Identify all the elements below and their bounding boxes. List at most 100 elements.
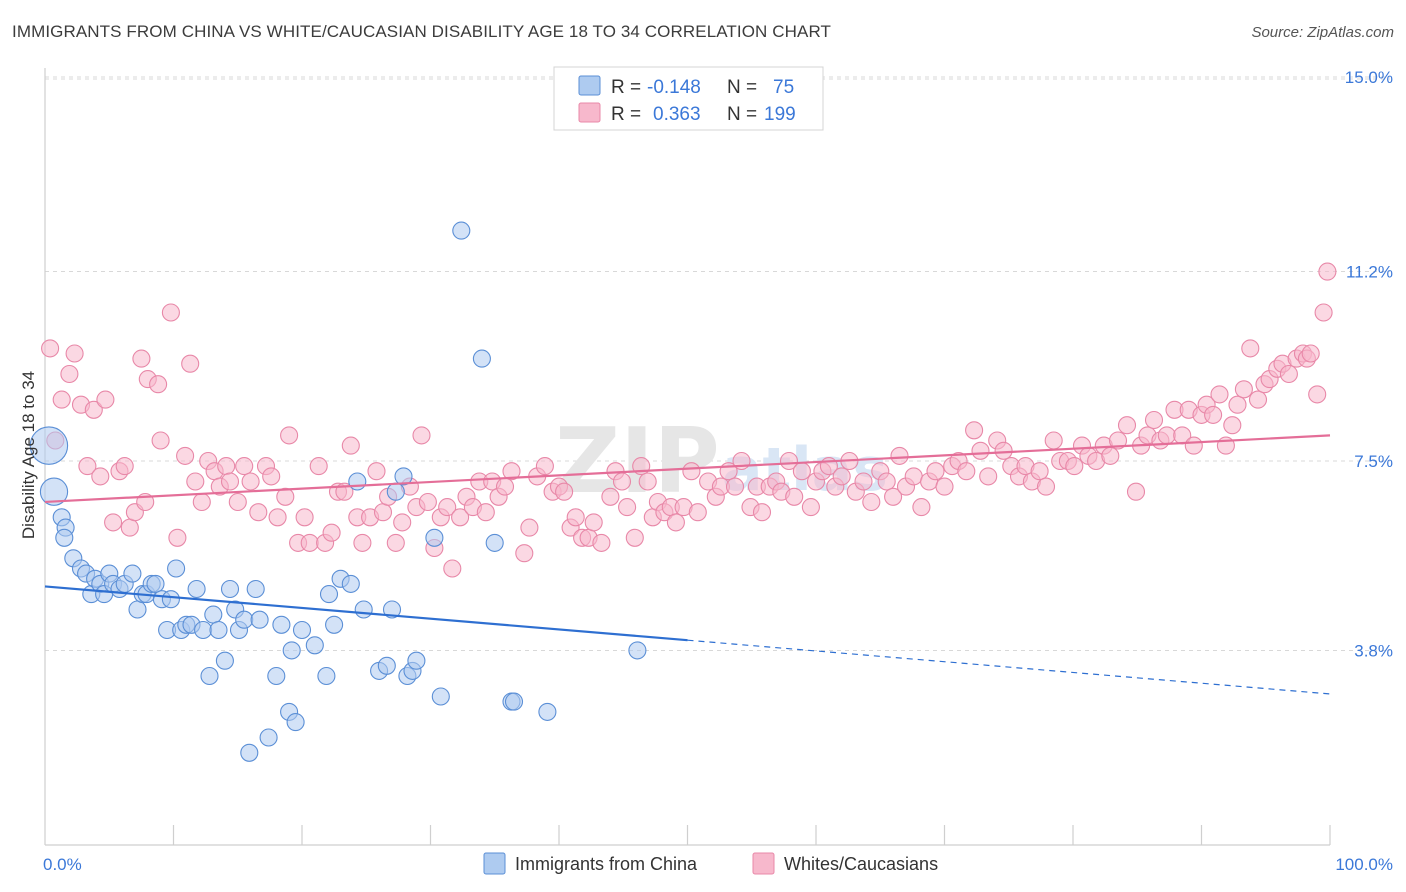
legend-r-label: R = <box>611 104 641 125</box>
data-point-china <box>267 666 286 686</box>
legend-swatch-pink <box>578 102 601 123</box>
data-point-whites <box>1184 436 1203 455</box>
data-point-whites <box>1157 426 1176 445</box>
data-point-whites <box>912 498 931 517</box>
legend-n-label: N = <box>727 77 757 98</box>
data-point-whites <box>65 344 84 363</box>
data-point-whites <box>926 462 945 481</box>
data-point-china <box>305 636 324 655</box>
data-point-china <box>382 600 402 619</box>
data-point-whites <box>1044 431 1063 450</box>
data-point-china <box>425 528 444 547</box>
data-point-whites <box>555 482 574 501</box>
data-point-china <box>354 600 373 619</box>
data-point-whites <box>295 508 314 527</box>
data-point-whites <box>1117 416 1137 435</box>
data-point-china <box>431 687 450 706</box>
data-point-china <box>341 574 360 593</box>
data-point-whites <box>91 467 110 486</box>
legend-n-label: N = <box>727 104 757 125</box>
data-point-whites <box>1108 431 1128 450</box>
data-point-whites <box>367 462 386 481</box>
data-point-china <box>319 585 339 604</box>
series-whites-caucasians <box>41 262 1337 578</box>
bottom-legend-swatch-blue <box>483 852 506 875</box>
data-point-china <box>317 666 336 686</box>
data-point-whites <box>725 477 745 496</box>
data-point-whites <box>1318 262 1337 281</box>
data-point-whites <box>682 462 701 481</box>
data-point-whites <box>393 513 412 532</box>
data-point-whites <box>322 523 341 542</box>
data-point-whites <box>151 431 170 450</box>
trend-line-whites <box>44 434 1331 504</box>
data-point-whites <box>801 498 820 517</box>
data-point-whites <box>476 503 495 522</box>
data-point-china <box>394 467 413 486</box>
data-point-whites <box>181 354 200 373</box>
data-point-whites <box>168 528 187 547</box>
data-point-whites <box>120 518 139 537</box>
data-point-whites <box>341 436 360 455</box>
legend: R = -0.148 N = 75 R = 0.363 N = 199 <box>553 66 824 131</box>
data-point-whites <box>688 503 707 522</box>
data-point-whites <box>443 559 462 578</box>
data-point-whites <box>1301 344 1320 363</box>
trend-line-china-dashed <box>687 639 1331 695</box>
data-point-whites <box>149 375 168 394</box>
data-point-china <box>250 610 269 629</box>
data-point-china <box>272 615 291 634</box>
data-point-whites <box>666 513 685 532</box>
y-tick-label: 11.2% <box>1346 263 1393 282</box>
data-point-china <box>220 579 240 599</box>
data-point-whites <box>877 472 896 491</box>
data-point-whites <box>971 441 990 460</box>
gridlines <box>45 76 1390 651</box>
data-point-china <box>55 528 74 547</box>
data-point-whites <box>309 457 328 476</box>
data-point-china <box>282 641 301 660</box>
data-point-whites <box>625 528 644 547</box>
data-point-whites <box>1101 446 1120 465</box>
legend-r-label: R = <box>611 77 641 98</box>
data-point-china <box>472 349 491 368</box>
data-point-whites <box>438 498 457 517</box>
data-point-whites <box>268 508 287 527</box>
data-point-whites <box>300 533 319 552</box>
data-point-whites <box>884 487 903 506</box>
data-point-whites <box>854 472 873 491</box>
data-point-china <box>407 651 426 670</box>
data-point-whites <box>935 477 954 496</box>
data-point-whites <box>965 421 984 440</box>
data-point-whites <box>1036 477 1056 496</box>
data-point-whites <box>104 513 123 532</box>
data-point-whites <box>1248 390 1268 409</box>
data-point-china <box>325 615 344 634</box>
data-point-whites <box>515 544 534 563</box>
data-point-whites <box>792 462 811 481</box>
data-point-whites <box>832 467 851 486</box>
data-point-whites <box>276 487 295 506</box>
data-point-china <box>167 559 186 578</box>
data-point-whites <box>1241 339 1260 358</box>
data-point-whites <box>249 503 268 522</box>
data-point-china <box>246 579 265 599</box>
data-point-china <box>194 620 213 640</box>
trend-line-china <box>44 585 688 642</box>
data-point-china <box>348 472 367 491</box>
data-point-whites <box>60 364 79 384</box>
data-point-whites <box>638 472 657 491</box>
data-point-china <box>628 641 647 660</box>
data-point-whites <box>386 533 405 552</box>
tick-labels: 3.8% 7.5% 11.2% 15.0% 0.0% 100.0% <box>43 68 1393 874</box>
x-tick-label: 0.0% <box>43 855 82 874</box>
data-point-whites <box>592 533 611 552</box>
data-point-china <box>215 651 234 670</box>
y-axis-label: Disability Age 18 to 34 <box>19 371 38 539</box>
data-point-whites <box>96 390 115 409</box>
data-point-whites <box>161 303 180 322</box>
data-point-whites <box>235 457 254 476</box>
y-tick-label: 15.0% <box>1345 68 1393 87</box>
data-point-whites <box>52 390 71 409</box>
